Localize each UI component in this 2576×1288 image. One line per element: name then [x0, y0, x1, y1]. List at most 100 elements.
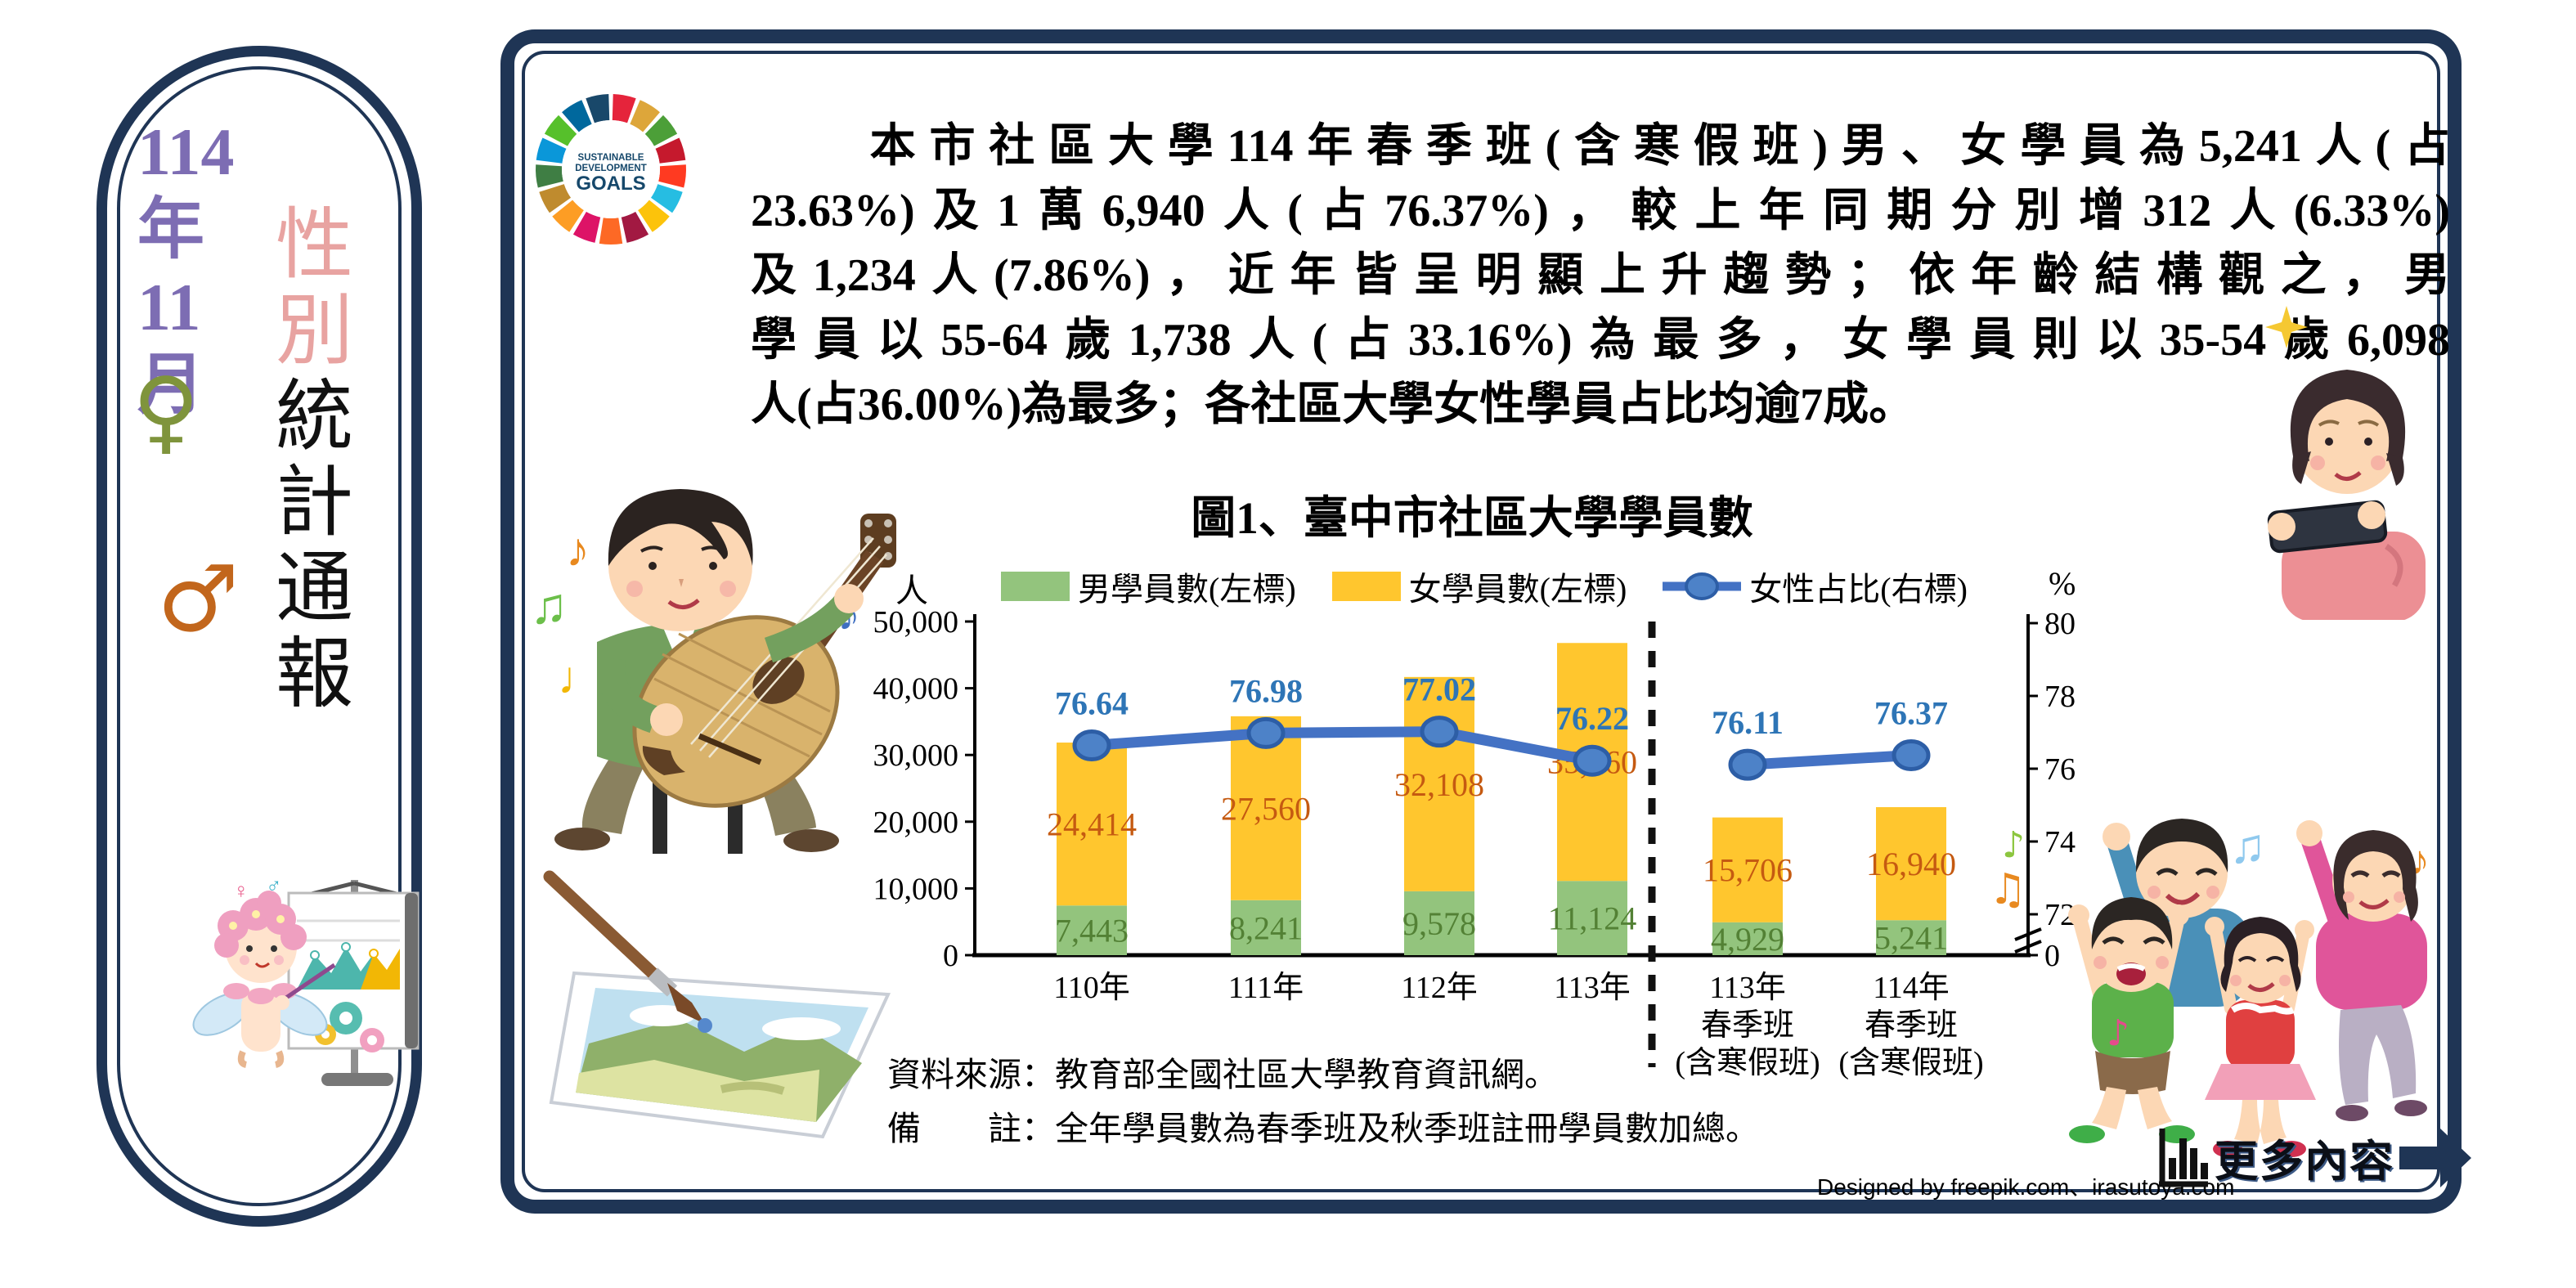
category-label: 春季班 — [1701, 1008, 1794, 1043]
legend-line-marker-icon — [1663, 572, 1742, 600]
right-tick-label: 0 — [2044, 939, 2060, 973]
right-axis-unit: % — [2049, 565, 2076, 602]
legend-item: 女性占比(右標) — [1663, 563, 1968, 610]
summary-line: 23.63%)及1萬6,940人(占76.37%)，較上年同期分別增312人(6… — [751, 186, 2450, 236]
girl-with-device-illustration — [2265, 306, 2426, 620]
sdg-segment — [650, 184, 683, 213]
sdg-segment — [536, 137, 567, 164]
line-marker — [1246, 716, 1286, 749]
category-label: 春季班 — [1865, 1008, 1958, 1043]
sdg-segment — [539, 184, 572, 213]
male-bar-label: 11,124 — [1548, 900, 1637, 937]
legend-swatch-icon — [1331, 572, 1401, 601]
arrow-right-icon — [2399, 1129, 2471, 1187]
issue-year: 114 — [137, 114, 235, 189]
svg-text:♫: ♫ — [530, 579, 568, 635]
music-note-icon: ♪ — [2002, 824, 2026, 866]
legend-label: 女學員數(左標) — [1408, 571, 1627, 608]
sdg-segment — [621, 211, 649, 243]
music-note-icon: ♪ — [2107, 1012, 2130, 1054]
line-value-label: 76.64 — [1055, 685, 1129, 722]
female-bar-segment — [1057, 743, 1127, 906]
summary-line: 學員以55-64歲1,738人(占33.16%)為最多，女學員則以35-54歲6… — [751, 315, 2450, 366]
summary-line: 本市社區大學114年春季班(含寒假班)男、女學員為5,241人(占 — [751, 121, 2450, 172]
category-label: (含寒假班) — [1838, 1046, 1983, 1080]
svg-text:♫: ♫ — [2229, 819, 2266, 873]
line-value-label: 76.98 — [1229, 672, 1303, 709]
male-bar-label: 8,241 — [1229, 909, 1303, 946]
issue-month: 11 — [137, 270, 201, 345]
more-content-button[interactable]: 更多內容 — [2156, 1125, 2471, 1191]
axis-break-icon — [2014, 927, 2042, 954]
legend-item: 男學員數(左標) — [1001, 563, 1296, 610]
sdg-segment — [535, 164, 563, 188]
female-ratio-line — [1086, 726, 1598, 766]
sdg-segment — [655, 137, 686, 164]
line-marker — [1420, 716, 1459, 748]
line-value-label: 77.02 — [1402, 671, 1476, 708]
right-tick-label: 76 — [2044, 752, 2076, 787]
female-bar-segment — [1404, 676, 1474, 891]
sdg-segment — [630, 100, 660, 132]
remark-note: 備 註：全年學員數為春季班及秋季班註冊學員數加總。 — [887, 1110, 1759, 1147]
female-bar-label: 15,706 — [1703, 852, 1793, 889]
statistics-fairy-mascot-illustration: ♀ ♂ — [192, 874, 420, 1086]
summary-paragraph: 本市社區大學114年春季班(含寒假班)男、女學員為5,241人(占 23.63%… — [751, 114, 2450, 438]
right-tick-label: 80 — [2044, 609, 2076, 641]
svg-text:♪: ♪ — [566, 523, 590, 577]
female-bar-segment — [1712, 817, 1783, 922]
female-bar-label: 24,414 — [1047, 806, 1137, 843]
svg-text:DEVELOPMENT: DEVELOPMENT — [575, 164, 647, 173]
bulletin-title: 性別統計通報 — [264, 203, 351, 718]
legend-label: 女性占比(右標) — [1749, 571, 1968, 608]
svg-text:GOALS: GOALS — [576, 173, 645, 195]
main-frame-inner-border — [522, 51, 2440, 1192]
male-bar-label: 5,241 — [1874, 920, 1948, 957]
legend-swatch-icon — [1001, 572, 1070, 601]
sdg-segment — [612, 94, 636, 123]
sdg-segment — [586, 94, 610, 123]
music-note-icon: ♫ — [1989, 865, 2027, 914]
female-ratio-line — [1742, 750, 1917, 770]
left-tick-label: 30,000 — [873, 738, 959, 773]
sdg-segment — [644, 114, 678, 146]
legend-label: 男學員數(左標) — [1078, 571, 1296, 608]
bulletin-title-stats: 統計通報 — [264, 375, 351, 718]
line-value-label: 76.22 — [1555, 700, 1629, 737]
category-label: 112年 — [1401, 971, 1478, 1005]
bulletin-title-gender: 性別 — [264, 203, 351, 375]
line-value-label: 76.11 — [1712, 704, 1784, 741]
male-bar-segment — [1057, 905, 1127, 955]
male-bar-segment — [1712, 922, 1783, 955]
more-content-label: 更多內容 — [2215, 1138, 2394, 1186]
svg-text:♩: ♩ — [558, 653, 604, 704]
summary-line: 及1,234人(7.86%)，近年皆呈明顯上升趨勢；依年齡結構觀之，男 — [751, 250, 2450, 301]
female-symbol-icon: ♀ — [132, 358, 200, 464]
right-tick-label: 74 — [2044, 825, 2076, 859]
sdg-segment — [638, 200, 670, 232]
sdg-segment — [572, 211, 601, 243]
female-bar-label: 27,560 — [1221, 790, 1311, 827]
line-value-label: 76.37 — [1874, 695, 1948, 732]
male-bar-label: 7,443 — [1055, 913, 1129, 949]
sdg-logo: SUSTAINABLE DEVELOPMENT GOALS — [535, 94, 687, 245]
issue-year-char: 年 — [137, 192, 205, 267]
right-tick-label: 78 — [2044, 680, 2076, 714]
female-bar-label: 16,940 — [1866, 846, 1956, 882]
line-marker — [1892, 739, 1931, 772]
line-marker — [1072, 729, 1111, 762]
left-tick-label: 20,000 — [873, 806, 959, 840]
summary-line: 人(占36.00%)為最多；各社區大學女性學員占比均逾7成。 — [751, 379, 1915, 430]
source-note: 資料來源：教育部全國社區大學教育資訊網。 — [887, 1056, 1558, 1093]
bar-chart-icon — [2159, 1129, 2208, 1187]
male-bar-segment — [1231, 900, 1301, 955]
line-marker — [1573, 744, 1612, 777]
male-symbol-icon: ♂ — [157, 546, 240, 653]
svg-text:SUSTAINABLE: SUSTAINABLE — [578, 153, 644, 163]
left-tick-label: 40,000 — [873, 672, 959, 707]
male-bar-segment — [1876, 920, 1946, 955]
chart-legend: 男學員數(左標) 女學員數(左標) 女性占比(右標) — [940, 563, 2028, 610]
category-label: 113年 — [1709, 971, 1786, 1005]
sdg-segment — [552, 200, 584, 232]
left-tick-label: 10,000 — [873, 872, 959, 906]
